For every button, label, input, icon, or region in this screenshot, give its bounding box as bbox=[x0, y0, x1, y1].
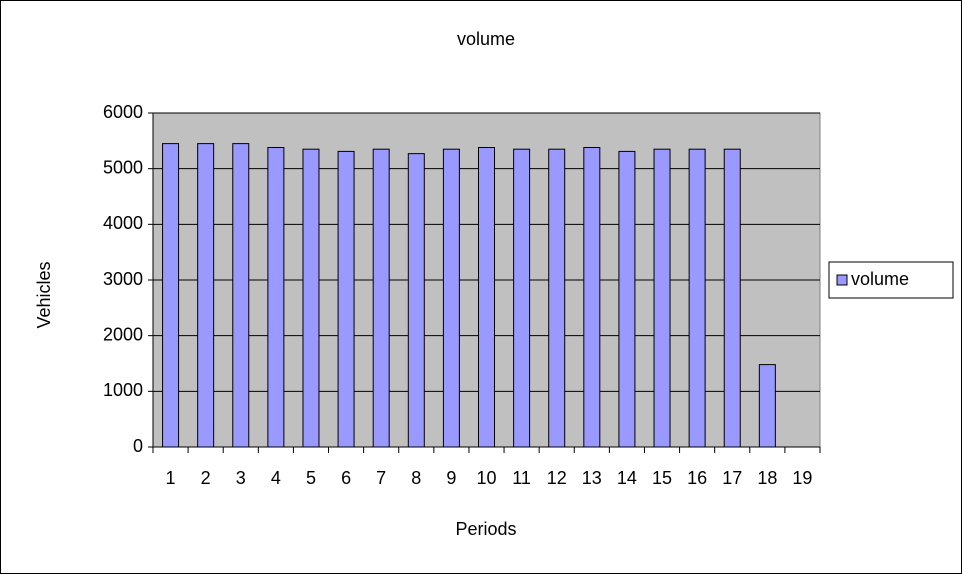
legend-swatch bbox=[836, 274, 848, 286]
x-tick-label: 15 bbox=[652, 468, 672, 488]
bar bbox=[197, 143, 215, 448]
bar bbox=[548, 148, 566, 448]
y-tick-label: 3000 bbox=[103, 269, 143, 289]
x-tick-label: 12 bbox=[547, 468, 567, 488]
bar bbox=[723, 148, 741, 448]
x-tick-label: 19 bbox=[792, 468, 812, 488]
x-tick-label: 9 bbox=[446, 468, 456, 488]
x-axis-label: Periods bbox=[455, 519, 516, 539]
legend-label: volume bbox=[851, 269, 909, 289]
bar bbox=[372, 148, 390, 448]
y-tick-label: 5000 bbox=[103, 157, 143, 177]
bar bbox=[407, 153, 425, 448]
bar bbox=[267, 147, 285, 448]
x-tick-label: 7 bbox=[376, 468, 386, 488]
bar bbox=[232, 143, 250, 448]
x-tick-label: 3 bbox=[236, 468, 246, 488]
y-tick-label: 0 bbox=[133, 436, 143, 456]
bar bbox=[478, 147, 495, 448]
x-tick-label: 10 bbox=[476, 468, 496, 488]
bar bbox=[162, 143, 180, 448]
x-tick-label: 16 bbox=[687, 468, 707, 488]
x-tick-label: 2 bbox=[201, 468, 211, 488]
bar bbox=[583, 147, 601, 448]
bar bbox=[618, 150, 636, 448]
bar bbox=[758, 364, 776, 448]
y-tick-label: 4000 bbox=[103, 213, 143, 233]
x-tick-label: 11 bbox=[512, 468, 531, 488]
x-tick-label: 6 bbox=[341, 468, 351, 488]
bar bbox=[653, 148, 671, 448]
x-tick-label: 5 bbox=[306, 468, 316, 488]
legend-box bbox=[828, 261, 954, 299]
bar bbox=[513, 148, 531, 448]
x-tick-label: 8 bbox=[411, 468, 421, 488]
y-tick-label: 1000 bbox=[103, 380, 143, 400]
y-tick-label: 6000 bbox=[103, 102, 143, 122]
bar bbox=[337, 150, 355, 448]
bar bbox=[442, 148, 460, 448]
chart-title: volume bbox=[457, 29, 515, 49]
x-tick-label: 17 bbox=[722, 468, 742, 488]
y-axis-label: Vehicles bbox=[34, 261, 54, 328]
x-tick-label: 1 bbox=[166, 468, 176, 488]
x-tick-label: 13 bbox=[582, 468, 602, 488]
bar bbox=[688, 148, 706, 448]
x-tick-label: 14 bbox=[617, 468, 637, 488]
x-tick-label: 4 bbox=[271, 468, 281, 488]
y-tick-label: 2000 bbox=[103, 324, 143, 344]
bar bbox=[302, 148, 320, 448]
x-tick-label: 18 bbox=[757, 468, 777, 488]
